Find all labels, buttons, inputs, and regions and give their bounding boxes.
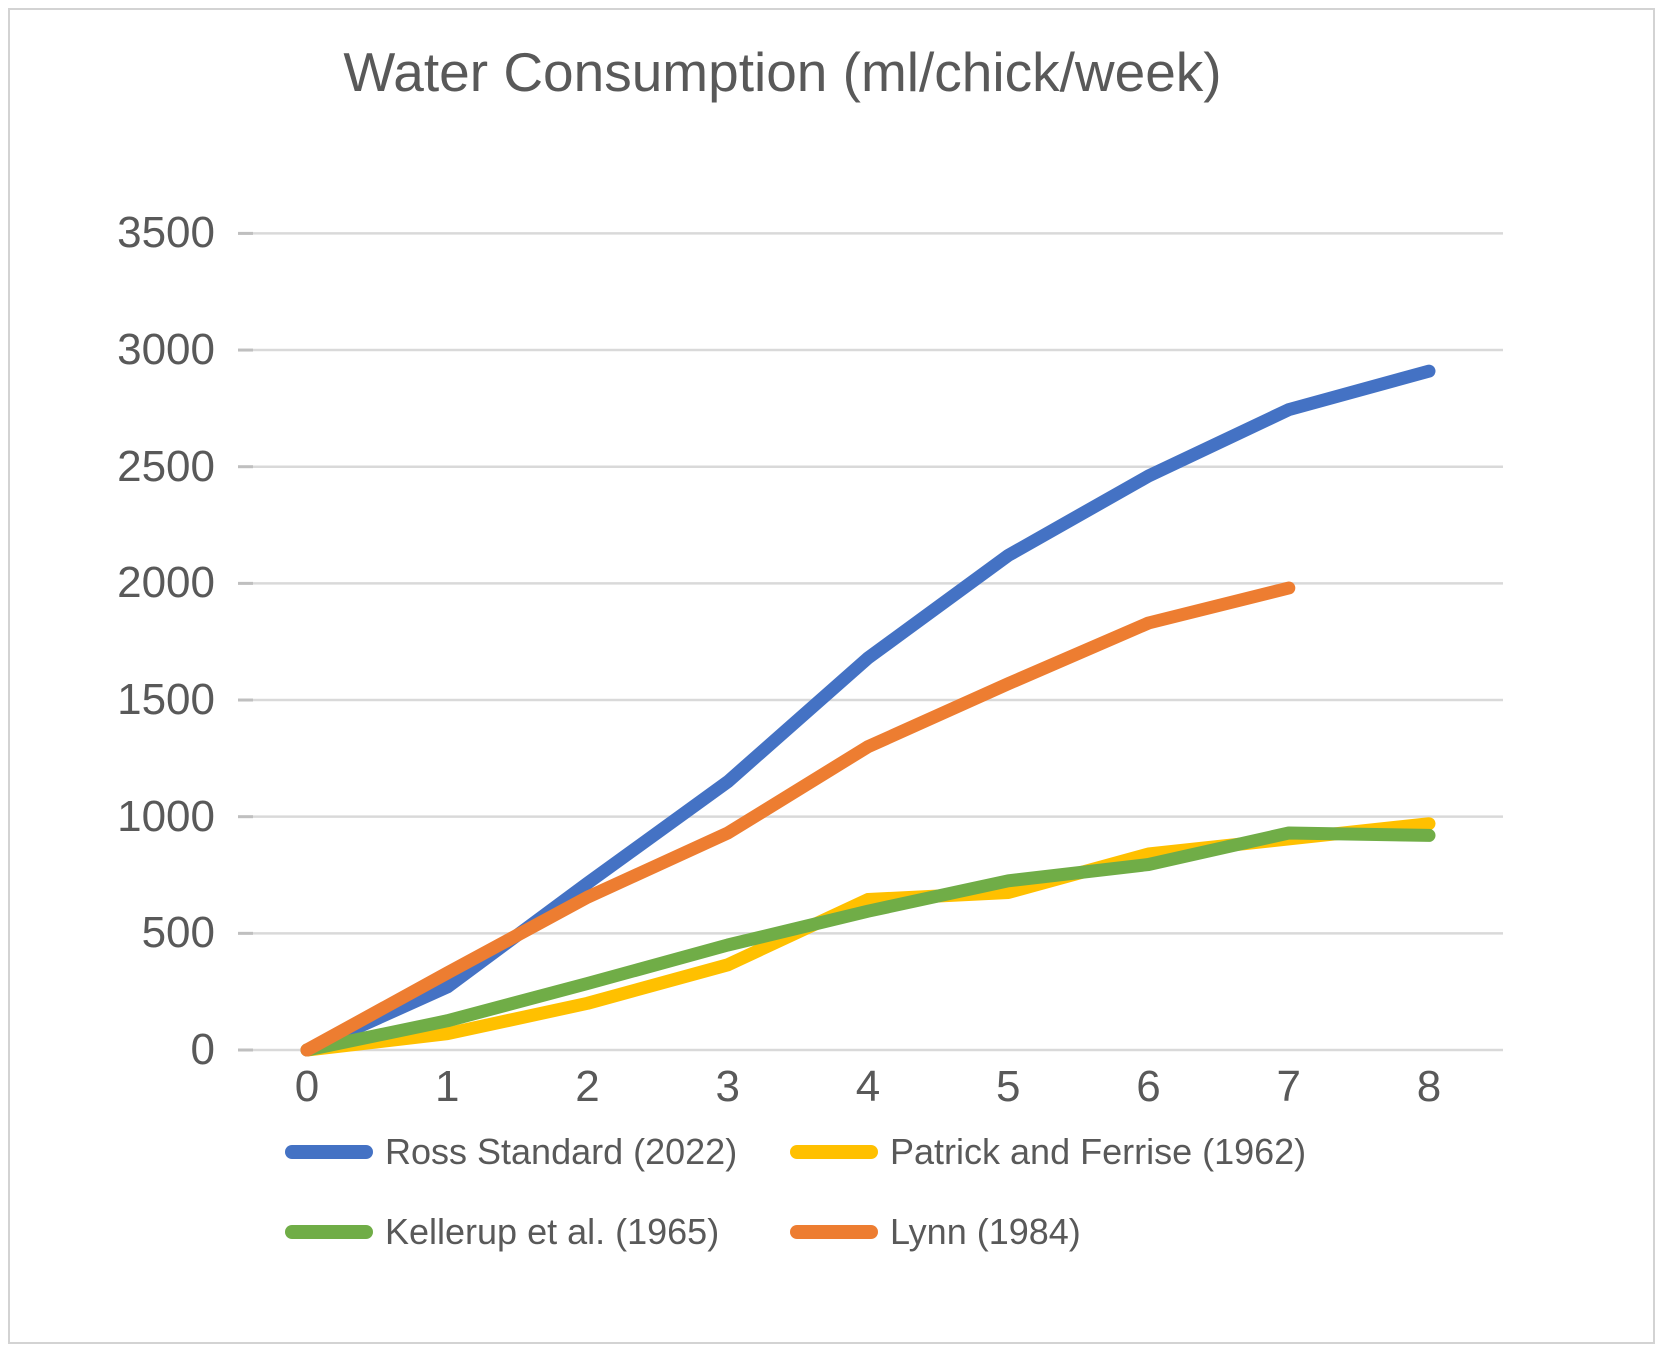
x-axis-tick-label: 2 <box>575 1062 600 1111</box>
legend-label: Lynn (1984) <box>890 1211 1081 1252</box>
x-axis-tick-label: 7 <box>1276 1062 1301 1111</box>
y-axis-tick-label: 0 <box>190 1025 215 1074</box>
y-axis-tick-label: 2000 <box>117 558 215 608</box>
legend-label: Kellerup et al. (1965) <box>385 1211 720 1252</box>
x-axis-tick-label: 6 <box>1136 1062 1161 1111</box>
legend-swatch <box>790 1225 878 1239</box>
x-axis-tick-label: 0 <box>294 1062 320 1111</box>
chart-title: Water Consumption (ml/chick/week) <box>343 41 1222 103</box>
legend-swatch <box>285 1145 373 1159</box>
series-line-ross-standard-2022 <box>300 364 1436 1057</box>
series-line-lynn-1984 <box>300 581 1296 1057</box>
x-axis-tick-label: 4 <box>855 1062 881 1111</box>
legend-swatch <box>790 1145 878 1159</box>
y-axis-tick-label: 500 <box>141 908 215 958</box>
x-axis-tick-label: 1 <box>435 1062 460 1111</box>
y-axis-tick-label: 1000 <box>117 791 215 841</box>
y-axis-tick-label: 3000 <box>117 325 215 375</box>
legend-swatch <box>285 1225 373 1239</box>
series-line-kellerup-et-al-1965 <box>300 826 1436 1057</box>
y-axis-tick-label: 3500 <box>117 208 215 258</box>
y-axis-tick-label: 2500 <box>117 441 215 491</box>
x-axis-tick-label: 8 <box>1416 1062 1442 1111</box>
x-axis-tick-label: 5 <box>996 1062 1021 1111</box>
x-axis-tick-label: 3 <box>715 1062 740 1111</box>
y-axis-tick-label: 1500 <box>117 675 215 725</box>
legend-label: Ross Standard (2022) <box>385 1131 738 1172</box>
legend-label: Patrick and Ferrise (1962) <box>890 1131 1307 1172</box>
